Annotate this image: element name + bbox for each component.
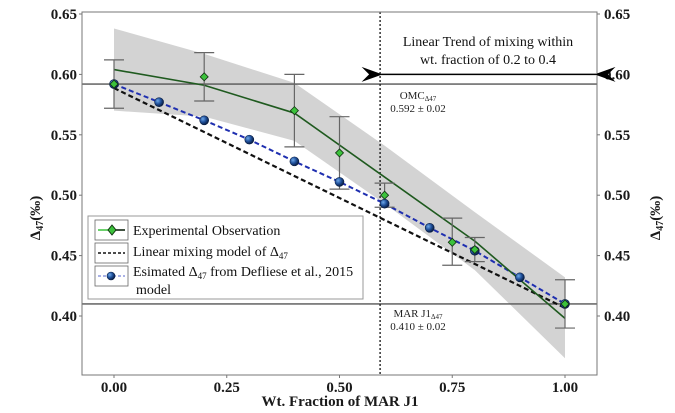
legend-diamond-icon — [107, 224, 117, 236]
defliese-model-point — [244, 134, 255, 145]
arrow-text-line1: Linear Trend of mixing within — [403, 35, 573, 50]
linear-mixing-line — [113, 87, 566, 309]
y-tick-label-right: 0.50 — [604, 188, 630, 204]
experimental-point — [560, 299, 570, 309]
y-tick-label-right: 0.60 — [604, 67, 630, 83]
experimental-point — [109, 79, 119, 89]
legend-ball-icon — [106, 271, 116, 281]
y-axis-label-unit: (‰) — [28, 196, 44, 221]
omc-name: OMC — [400, 90, 425, 102]
x-tick-label: 0.00 — [101, 380, 127, 396]
marj1-label: MAR J1Δ47 0.410 ± 0.02 — [390, 308, 446, 333]
y-axis-label-right-sub: 47 — [655, 221, 666, 231]
omc-label-value: 0.592 ± 0.02 — [390, 103, 446, 115]
y-axis-label-right: Δ47(‰) — [648, 196, 666, 240]
y-tick-label-right: 0.65 — [604, 7, 630, 23]
experimental-point — [447, 237, 457, 247]
legend-item-experimental: Experimental Observation — [94, 219, 280, 241]
legend-item-linear: Linear mixing model of Δ47 — [94, 242, 288, 264]
legend-defliese-main: Esimated Δ — [133, 265, 198, 280]
defliese-model-line — [113, 83, 566, 305]
x-tick-label: 1.00 — [552, 380, 578, 396]
experimental-point — [380, 190, 390, 200]
y-tick-label-left: 0.45 — [51, 249, 77, 265]
confidence-band-layer — [114, 28, 565, 359]
legend-swatch-box — [94, 242, 129, 264]
y-ticks-left: 0.40 0.45 0.50 0.55 0.60 0.65 — [51, 7, 82, 325]
arrow-text-line2: wt. fraction of 0.2 to 0.4 — [420, 53, 556, 68]
y-tick-label-right: 0.55 — [604, 128, 630, 144]
marj1-label-value: 0.410 ± 0.02 — [390, 321, 446, 333]
x-tick-label: 0.50 — [326, 380, 352, 396]
defliese-model-point — [334, 177, 345, 187]
y-axis-label-left: Δ47(‰) — [28, 196, 46, 240]
experimental-point — [470, 244, 480, 255]
legend-label-defliese-line2: model — [136, 283, 171, 298]
x-ticks: 0.00 0.25 0.50 0.75 1.00 — [101, 375, 578, 396]
y-tick-label-right: 0.40 — [604, 309, 630, 325]
y-axis-label-right-delta: Δ — [648, 230, 664, 240]
y-tick-label-left: 0.65 — [51, 7, 77, 23]
y-tick-label-left: 0.40 — [51, 309, 77, 325]
legend-label-experimental: Experimental Observation — [133, 224, 280, 239]
y-ticks-right: 0.40 0.45 0.50 0.55 0.60 0.65 — [597, 7, 630, 325]
marj1-sub: Δ47 — [431, 313, 443, 321]
defliese-model-point — [199, 115, 209, 126]
y-tick-label-right: 0.45 — [604, 249, 630, 265]
legend-linear-sub: 47 — [279, 251, 289, 261]
defliese-model-point — [289, 156, 300, 167]
omc-sub: Δ47 — [425, 95, 437, 103]
legend-defliese-sub: 47 — [198, 271, 208, 281]
defliese-model-point — [154, 97, 164, 107]
legend-item-defliese: Esimated Δ47 from Defliese et al., 2015 … — [94, 265, 353, 298]
experimental-point — [199, 72, 209, 82]
y-axis-label-sub: 47 — [35, 221, 46, 231]
defliese-model-point — [515, 272, 525, 283]
defliese-model-point — [424, 223, 435, 233]
linear-trend-annotation: Linear Trend of mixing within wt. fracti… — [361, 35, 616, 82]
y-tick-label-left: 0.55 — [51, 128, 77, 144]
legend-box — [87, 215, 364, 300]
experimental-point — [334, 148, 345, 158]
legend-defliese-rest: from Defliese et al., 2015 — [207, 265, 354, 280]
marj1-label-name: MAR J1Δ47 — [393, 308, 443, 321]
y-tick-label-left: 0.60 — [51, 67, 77, 83]
y-axis-label-delta: Δ — [28, 230, 44, 240]
x-tick-label: 0.75 — [439, 380, 465, 396]
defliese-model-point — [379, 198, 390, 209]
omc-label: OMCΔ47 0.592 ± 0.02 — [390, 90, 446, 115]
experimental-point — [289, 106, 299, 116]
legend: Experimental Observation Linear mixing m… — [87, 215, 364, 300]
x-axis-label: Wt. Fraction of MAR J1 — [261, 394, 418, 410]
series-layer — [104, 52, 575, 329]
y-tick-label-left: 0.50 — [51, 188, 77, 204]
legend-label-linear: Linear mixing model of Δ47 — [133, 245, 288, 261]
confidence-band — [114, 28, 565, 359]
marj1-name: MAR J1 — [393, 308, 431, 320]
legend-linear-main: Linear mixing model of Δ — [133, 245, 279, 260]
y-axis-label-right-unit: (‰) — [648, 196, 664, 221]
omc-label-name: OMCΔ47 — [400, 90, 437, 103]
legend-label-defliese: Esimated Δ47 from Defliese et al., 2015 — [133, 265, 353, 281]
x-tick-label: 0.25 — [214, 380, 240, 396]
